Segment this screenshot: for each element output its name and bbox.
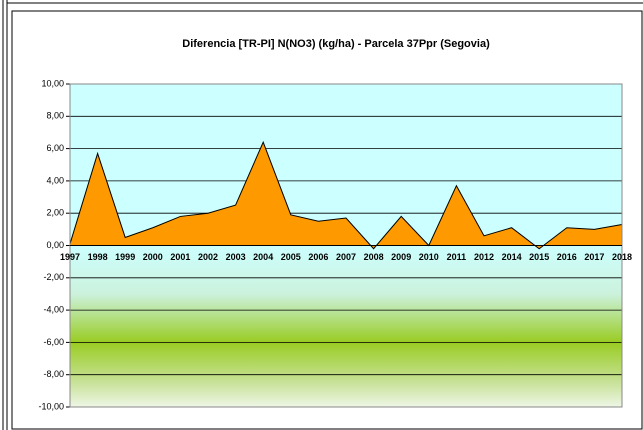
x-tick-label: 2004 bbox=[253, 252, 273, 262]
y-tick-label: 0,00 bbox=[46, 240, 64, 250]
y-tick-label: -2,00 bbox=[43, 272, 64, 282]
chart-title: Diferencia [TR-PI] N(NO3) (kg/ha) - Parc… bbox=[182, 38, 490, 50]
x-tick-label: 1998 bbox=[88, 252, 108, 262]
x-tick-label: 2003 bbox=[226, 252, 246, 262]
x-tick-label: 2001 bbox=[170, 252, 190, 262]
x-tick-label: 2005 bbox=[281, 252, 301, 262]
y-tick-label: -6,00 bbox=[43, 337, 64, 347]
x-tick-label: 2000 bbox=[143, 252, 163, 262]
x-tick-label: 2015 bbox=[529, 252, 549, 262]
x-tick-label: 2008 bbox=[364, 252, 384, 262]
x-tick-label: 2018 bbox=[612, 252, 632, 262]
y-tick-label: -8,00 bbox=[43, 369, 64, 379]
x-tick-label: 2002 bbox=[198, 252, 218, 262]
x-tick-label: 1999 bbox=[115, 252, 135, 262]
x-tick-label: 2006 bbox=[308, 252, 328, 262]
x-tick-label: 2009 bbox=[391, 252, 411, 262]
x-tick-label: 2012 bbox=[474, 252, 494, 262]
x-tick-label: 2007 bbox=[336, 252, 356, 262]
y-tick-label: 6,00 bbox=[46, 143, 64, 153]
x-tick-label: 2011 bbox=[447, 252, 467, 262]
y-tick-label: 10,00 bbox=[41, 78, 64, 88]
x-tick-label: 2014 bbox=[502, 252, 522, 262]
y-tick-label: -10,00 bbox=[38, 401, 64, 411]
y-tick-label: -4,00 bbox=[43, 304, 64, 314]
x-tick-label: 2017 bbox=[584, 252, 604, 262]
area bbox=[69, 140, 623, 250]
x-tick-label: 2010 bbox=[419, 252, 439, 262]
plot-lower bbox=[70, 245, 622, 407]
x-tick-label: 2016 bbox=[557, 252, 577, 262]
y-tick-label: 8,00 bbox=[46, 111, 64, 121]
x-tick-label: 1997 bbox=[60, 252, 80, 262]
y-tick-label: 2,00 bbox=[46, 208, 64, 218]
y-tick-label: 4,00 bbox=[46, 175, 64, 185]
